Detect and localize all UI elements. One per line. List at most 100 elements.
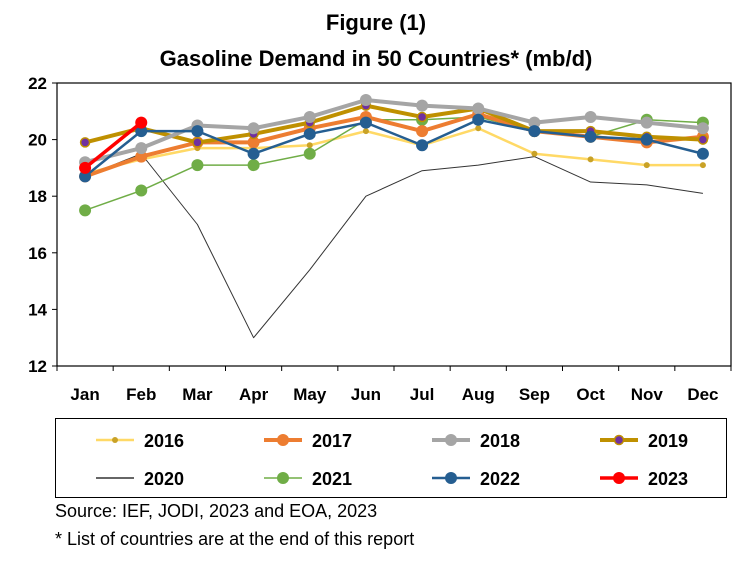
x-tick-label: Apr <box>239 385 269 404</box>
x-tick-label: May <box>293 385 327 404</box>
series-line-2020 <box>84 153 703 339</box>
line-chart: 12 14 16 18 20 22 Jan Feb Mar Apr May Jun Jul Aug Sep O… <box>28 74 732 404</box>
series-2023 <box>79 116 148 174</box>
series-line-2018 <box>84 97 704 165</box>
data-point-2018-Dec <box>696 122 709 135</box>
series-line-2023 <box>83 121 143 170</box>
data-point-2018-Apr <box>247 122 260 135</box>
data-point-2023-Feb <box>135 116 148 129</box>
data-point-2019-Dec <box>697 134 709 145</box>
x-tick-label: Oct <box>576 385 605 404</box>
y-tick-label: 18 <box>28 187 47 206</box>
data-point-2017-Feb <box>135 150 148 163</box>
y-tick-label: 22 <box>28 74 47 93</box>
data-point-2022-May <box>303 127 316 140</box>
legend-marker <box>277 434 289 446</box>
data-point-2021-May <box>303 147 316 160</box>
data-point-2018-Oct <box>584 110 597 123</box>
legend-label: 2022 <box>480 469 520 489</box>
series-line-2022 <box>84 118 704 178</box>
chart-title: Figure (1) <box>325 10 427 35</box>
legend-label: 2017 <box>312 431 352 451</box>
legend-item-2023: 2023 <box>600 469 688 489</box>
legend-label: 2018 <box>480 431 520 451</box>
legend-label: 2019 <box>648 431 688 451</box>
y-tick-label: 16 <box>28 244 47 263</box>
legend: 2016 2017 2018 2019 2020 2021 2022 2023 <box>55 418 727 498</box>
legend-item-2021: 2021 <box>264 469 352 489</box>
data-point-2018-May <box>303 110 316 123</box>
data-point-2021-Apr <box>247 159 260 172</box>
data-point-2016-Aug <box>475 125 482 132</box>
data-point-2018-Feb <box>135 142 148 155</box>
data-point-2018-Sep <box>528 116 541 129</box>
legend-label: 2016 <box>144 431 184 451</box>
data-point-2016-May <box>306 142 313 149</box>
data-point-2022-Jul <box>416 139 429 152</box>
legend-marker <box>112 437 118 443</box>
x-tick-label: Sep <box>519 385 550 404</box>
data-point-2022-Nov <box>640 133 653 146</box>
x-tick-label: Mar <box>182 385 213 404</box>
data-point-2018-Aug <box>472 102 485 115</box>
series-line-2019 <box>84 103 704 145</box>
y-tick-label: 20 <box>28 131 47 150</box>
data-point-2022-Feb <box>135 125 148 138</box>
data-point-2018-Jul <box>416 99 429 112</box>
legend-label: 2021 <box>312 469 352 489</box>
series-layer <box>79 93 709 339</box>
y-tick-label: 12 <box>28 357 47 376</box>
x-tick-label: Jan <box>70 385 99 404</box>
legend-item-2020: 2020 <box>96 469 184 489</box>
data-point-2017-Jul <box>416 125 429 138</box>
legend-item-2022: 2022 <box>432 469 520 489</box>
x-tick-label: Nov <box>631 385 664 404</box>
legend-marker <box>445 472 457 484</box>
x-tick-label: Aug <box>462 385 495 404</box>
chart-subtitle: Gasoline Demand in 50 Countries* (mb/d) <box>159 46 593 71</box>
data-point-2022-Jan <box>79 170 92 183</box>
data-point-2018-Jun <box>359 93 372 106</box>
legend-marker <box>277 472 289 484</box>
y-tick-label: 14 <box>28 300 47 319</box>
data-point-2023-Jan <box>79 161 92 174</box>
data-point-2019-Mar <box>192 137 203 148</box>
legend-marker <box>445 434 457 446</box>
data-point-2017-Apr <box>247 136 260 149</box>
x-tick-label: Dec <box>687 385 718 404</box>
data-point-2016-Dec <box>699 162 706 169</box>
data-point-2016-Nov <box>643 162 650 169</box>
legend-item-2016: 2016 <box>96 431 184 451</box>
data-point-2016-Jun <box>362 128 369 135</box>
legend-marker <box>613 434 625 446</box>
x-tick-label: Jul <box>410 385 435 404</box>
data-point-2022-Aug <box>472 113 485 126</box>
data-point-2022-Oct <box>584 130 597 143</box>
chart-axes: 12 14 16 18 20 22 Jan Feb Mar Apr May Jun Jul Aug Sep O… <box>28 74 732 404</box>
legend-label: 2020 <box>144 469 184 489</box>
data-point-2018-Nov <box>640 116 653 129</box>
series-line-2016 <box>84 127 703 175</box>
legend-item-2017: 2017 <box>264 431 352 451</box>
data-point-2022-Dec <box>696 147 709 160</box>
data-point-2022-Apr <box>247 147 260 160</box>
data-point-2022-Mar <box>191 125 204 138</box>
legend-item-2018: 2018 <box>432 431 520 451</box>
legend-label: 2023 <box>648 469 688 489</box>
data-point-2021-Mar <box>191 159 204 172</box>
data-point-2016-Sep <box>531 150 538 157</box>
data-point-2022-Jun <box>359 116 372 129</box>
data-point-2021-Jan <box>79 204 92 217</box>
legend-item-2019: 2019 <box>600 431 688 451</box>
series-line-2017 <box>84 112 704 179</box>
data-point-2016-Oct <box>587 156 594 163</box>
legend-marker <box>613 472 625 484</box>
data-point-2019-Jul <box>416 111 428 123</box>
data-point-2019-Jan <box>79 137 91 148</box>
footnote: * List of countries are at the end of th… <box>55 529 415 549</box>
x-tick-label: Feb <box>126 385 156 404</box>
series-2020 <box>84 153 703 339</box>
x-tick-label: Jun <box>351 385 381 404</box>
data-point-2022-Sep <box>528 125 541 138</box>
data-point-2021-Feb <box>135 184 148 197</box>
